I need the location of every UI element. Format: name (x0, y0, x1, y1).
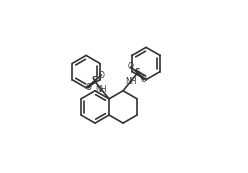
Text: S: S (92, 76, 97, 85)
Text: NH: NH (96, 85, 107, 94)
Text: O: O (86, 83, 92, 92)
Text: NH: NH (125, 77, 136, 86)
Text: O: O (98, 71, 104, 80)
Text: S: S (135, 68, 140, 77)
Text: O: O (128, 62, 134, 71)
Text: O: O (141, 75, 146, 84)
